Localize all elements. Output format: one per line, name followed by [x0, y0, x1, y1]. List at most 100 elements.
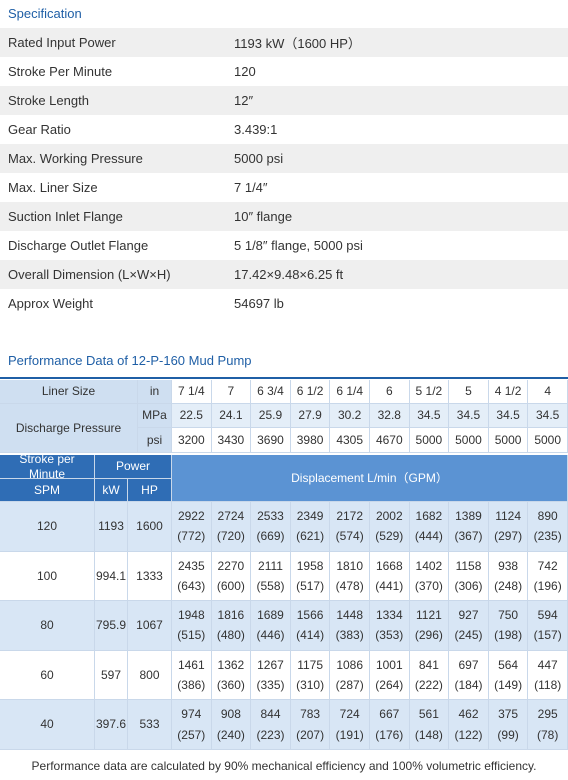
- section-title: Specification: [8, 6, 82, 21]
- header-label: SPM: [0, 479, 95, 502]
- displacement-gpm: (720): [216, 529, 245, 544]
- spm: 100: [0, 551, 95, 602]
- displacement-lmin: 844: [260, 707, 281, 722]
- liner-size: 4: [528, 380, 568, 404]
- displacement-gpm: (264): [375, 678, 404, 693]
- liner-size: 5: [449, 380, 489, 404]
- displacement-gpm: (222): [414, 678, 443, 693]
- spec-label: Gear Ratio: [8, 122, 71, 137]
- displacement-lmin: 783: [300, 707, 321, 722]
- header-label: Power: [95, 455, 172, 479]
- displacement-gpm: (149): [494, 678, 523, 693]
- displacement-gpm: (306): [454, 578, 483, 593]
- displacement-lmin: 1086: [336, 657, 364, 672]
- displacement-lmin: 1362: [217, 657, 245, 672]
- displacement-gpm: (515): [177, 628, 206, 643]
- displacement-lmin: 564: [498, 657, 519, 672]
- displacement-lmin: 1124: [495, 508, 521, 523]
- displacement-cell: 1668 (441): [370, 551, 410, 602]
- displacement-gpm: (198): [494, 628, 523, 643]
- displacement-cell: 594 (157): [528, 601, 568, 651]
- pressure-psi: 3200: [172, 428, 212, 453]
- unit-label: MPa: [138, 404, 172, 428]
- displacement-lmin: 2002: [375, 508, 403, 523]
- spec-value: 10″ flange: [234, 209, 293, 224]
- displacement-lmin: 561: [418, 707, 439, 722]
- displacement-cell: 1121 (296): [409, 601, 450, 651]
- displacement-lmin: 1158: [455, 558, 482, 573]
- displacement-lmin: 742: [537, 558, 558, 573]
- displacement-lmin: 938: [498, 558, 519, 573]
- pressure-psi: 4670: [370, 428, 410, 453]
- displacement-cell: 1958 (517): [290, 551, 331, 602]
- pressure-mpa: 22.5: [172, 404, 212, 428]
- displacement-lmin: 1958: [296, 558, 324, 573]
- liner-size: 4 1/2: [488, 380, 529, 404]
- spec-label: Stroke Length: [8, 93, 89, 108]
- displacement-gpm: (118): [534, 678, 562, 693]
- spec-label: Max. Working Pressure: [8, 151, 143, 166]
- header-label: HP: [128, 479, 172, 502]
- displacement-gpm: (529): [375, 529, 404, 544]
- displacement-cell: 974 (257): [172, 700, 212, 750]
- displacement-gpm: (441): [375, 578, 404, 593]
- displacement-cell: 2435 (643): [172, 551, 212, 602]
- displacement-gpm: (772): [177, 529, 206, 544]
- liner-size: 6: [370, 380, 410, 404]
- displacement-cell: 1124 (297): [488, 502, 529, 552]
- spec-label: Approx Weight: [8, 296, 94, 311]
- displacement-cell: 564 (149): [488, 650, 529, 701]
- displacement-cell: 2270 (600): [211, 551, 252, 602]
- displacement-lmin: 1121: [415, 608, 442, 623]
- displacement-lmin: 1389: [455, 508, 482, 523]
- displacement-lmin: 1566: [296, 608, 324, 623]
- displacement-lmin: 1682: [415, 508, 443, 523]
- pressure-psi: 4305: [330, 428, 370, 453]
- displacement-cell: 724 (191): [330, 700, 370, 750]
- displacement-gpm: (235): [533, 529, 562, 544]
- displacement-lmin: 2111: [258, 558, 283, 573]
- pressure-mpa: 34.5: [528, 404, 568, 428]
- pressure-mpa: 32.8: [370, 404, 410, 428]
- displacement-cell: 938 (248): [488, 551, 529, 602]
- displacement-cell: 667 (176): [370, 700, 410, 750]
- spec-label: Suction Inlet Flange: [8, 209, 123, 224]
- displacement-gpm: (207): [296, 727, 325, 742]
- displacement-cell: 1816 (480): [211, 601, 252, 651]
- pressure-psi: 5000: [409, 428, 450, 453]
- displacement-gpm: (148): [414, 727, 443, 742]
- power-hp: 533: [128, 700, 172, 750]
- displacement-gpm: (223): [256, 727, 285, 742]
- displacement-cell: 2349 (621): [290, 502, 331, 552]
- displacement-gpm: (367): [454, 529, 483, 544]
- displacement-cell: 1402 (370): [409, 551, 450, 602]
- displacement-gpm: (621): [296, 529, 325, 544]
- spec-value: 5 1/8″ flange, 5000 psi: [234, 238, 363, 253]
- displacement-cell: 2724 (720): [211, 502, 252, 552]
- displacement-lmin: 1448: [336, 608, 364, 623]
- displacement-cell: 462 (122): [449, 700, 489, 750]
- power-hp: 1067: [128, 601, 172, 651]
- spec-label: Stroke Per Minute: [8, 64, 113, 79]
- displacement-gpm: (669): [256, 529, 285, 544]
- spec-value: 17.42×9.48×6.25 ft: [234, 267, 344, 282]
- header-label: Stroke per Minute: [0, 452, 95, 481]
- displacement-cell: 2172 (574): [330, 502, 370, 552]
- displacement-lmin: 1267: [257, 657, 284, 672]
- power-hp: 1600: [128, 502, 172, 552]
- displacement-lmin: 594: [537, 608, 558, 623]
- displacement-cell: 2002 (529): [370, 502, 410, 552]
- displacement-cell: 561 (148): [409, 700, 450, 750]
- header-label: kW: [95, 479, 128, 502]
- displacement-lmin: 724: [339, 707, 360, 722]
- spec-row: Overall Dimension (L×W×H) 17.42×9.48×6.25…: [0, 260, 568, 289]
- displacement-gpm: (245): [454, 628, 483, 643]
- displacement-lmin: 2349: [296, 508, 324, 523]
- displacement-gpm: (184): [454, 678, 483, 693]
- power-kw: 597: [95, 650, 128, 701]
- displacement-gpm: (600): [216, 578, 245, 593]
- displacement-cell: 2922 (772): [172, 502, 212, 552]
- displacement-lmin: 1948: [177, 608, 205, 623]
- displacement-gpm: (643): [177, 578, 206, 593]
